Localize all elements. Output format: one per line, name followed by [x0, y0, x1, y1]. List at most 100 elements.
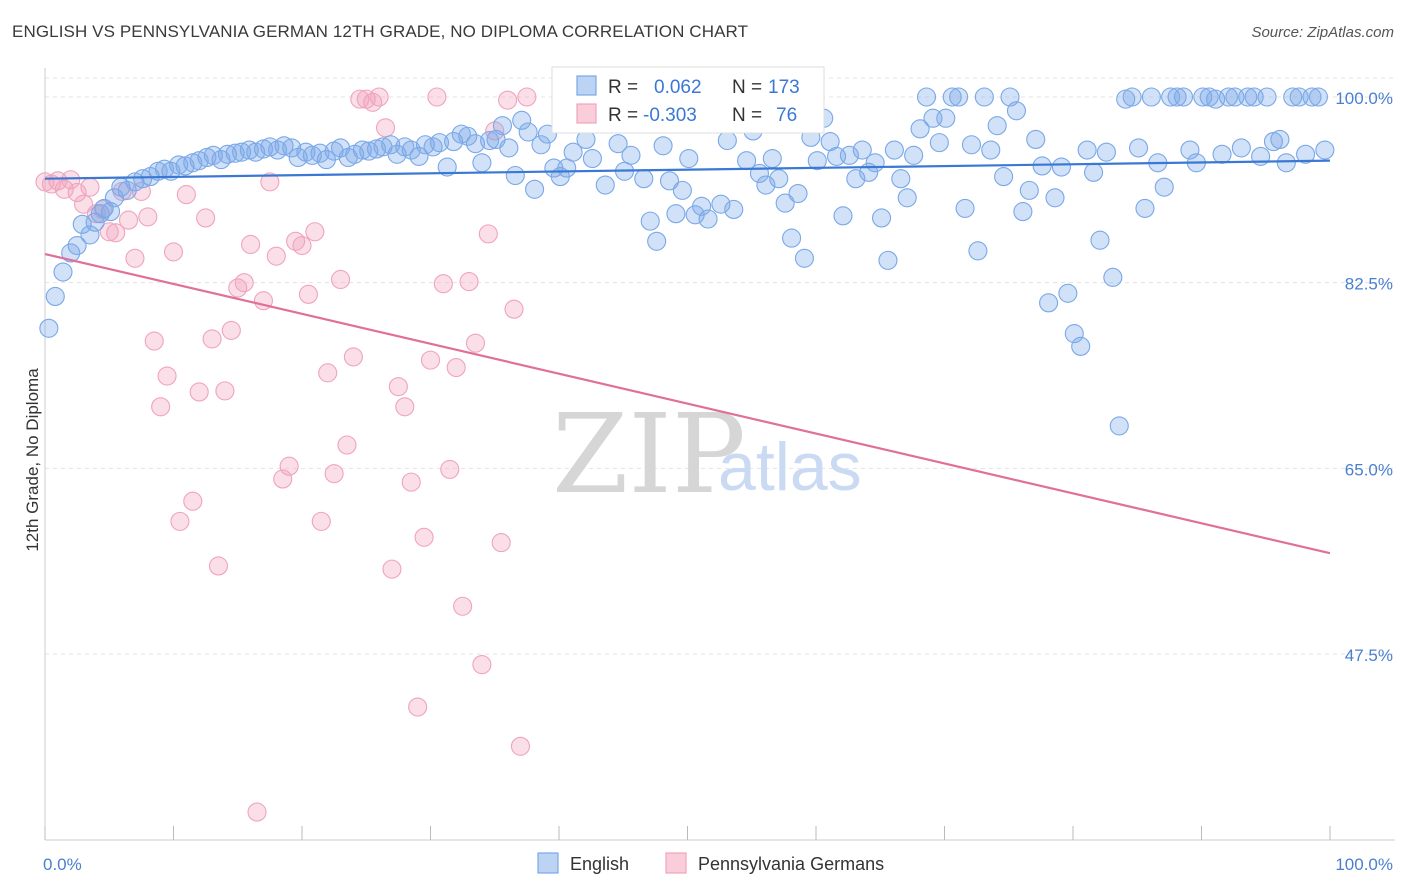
data-point-pennsylvania-germans: [311, 511, 331, 531]
data-point-pennsylvania-germans: [189, 382, 209, 402]
data-point-english: [987, 116, 1007, 136]
data-point-pennsylvania-germans: [382, 559, 402, 579]
data-point-english: [1257, 87, 1277, 107]
data-point-english: [260, 137, 280, 157]
data-point-english: [465, 134, 486, 154]
chart-title: ENGLISH VS PENNSYLVANIA GERMAN 12TH GRAD…: [12, 22, 749, 41]
data-point-english: [45, 286, 65, 307]
data-point-english: [968, 241, 988, 261]
data-point-english: [217, 144, 238, 164]
data-point-english: [647, 231, 667, 251]
data-point-english: [492, 116, 513, 136]
data-point-pennsylvania-germans: [138, 207, 158, 227]
data-point-english: [1039, 293, 1059, 313]
data-point-english: [1276, 153, 1296, 173]
data-point-pennsylvania-germans: [279, 456, 299, 476]
data-point-pennsylvania-germans: [221, 320, 241, 340]
data-point-english: [1154, 177, 1174, 197]
data-point-english: [653, 136, 673, 156]
stats-pa-r-value: -0.303: [643, 105, 697, 126]
y-tick-label: 82.5%: [1345, 275, 1393, 294]
data-point-english: [711, 194, 731, 214]
data-point-pennsylvania-germans: [343, 347, 363, 367]
data-point-pennsylvania-germans: [170, 511, 190, 531]
data-point-pennsylvania-germans: [196, 208, 216, 228]
data-point-english: [67, 235, 87, 256]
data-point-english: [531, 135, 551, 155]
data-point-pennsylvania-germans: [433, 274, 453, 294]
data-point-english: [929, 133, 949, 153]
y-tick-label: 65.0%: [1345, 460, 1393, 479]
data-point-english: [949, 87, 969, 107]
data-point-english: [359, 141, 379, 161]
data-point-english: [1077, 140, 1097, 160]
data-point-english: [1173, 87, 1194, 107]
data-point-english: [1315, 140, 1335, 160]
data-point-english: [1006, 101, 1027, 121]
data-point-pennsylvania-germans: [273, 469, 293, 489]
data-point-english: [955, 198, 975, 218]
data-point-english: [878, 250, 898, 270]
data-point-english: [871, 208, 892, 228]
data-point-english: [782, 228, 802, 248]
data-point-english: [936, 108, 956, 128]
x-tick-label-left: 0.0%: [43, 855, 82, 874]
data-point-english: [505, 165, 525, 186]
data-point-pennsylvania-germans: [54, 179, 74, 199]
data-point-pennsylvania-germans: [234, 273, 254, 293]
data-point-english: [1084, 162, 1104, 182]
data-point-english: [458, 126, 478, 146]
legend-label-english: English: [570, 854, 629, 874]
data-point-pennsylvania-germans: [337, 435, 357, 455]
y-axis-title: 12th Grade, No Diploma: [23, 368, 42, 552]
data-point-english: [1308, 87, 1328, 107]
data-point-pennsylvania-germans: [510, 736, 531, 756]
stats-pa-r-label: R =: [608, 105, 638, 126]
data-point-english: [1283, 87, 1303, 107]
data-point-pennsylvania-germans: [330, 269, 351, 290]
data-point-english: [916, 87, 937, 107]
data-point-english: [381, 135, 401, 155]
data-point-english: [769, 169, 789, 189]
stats-legend-box: [551, 66, 825, 134]
data-point-pennsylvania-germans: [151, 397, 171, 417]
data-point-english: [1238, 87, 1258, 107]
data-point-english: [884, 140, 904, 160]
series-legend: English Pennsylvania Germans: [537, 852, 884, 874]
data-point-pennsylvania-germans: [228, 278, 248, 298]
data-point-pennsylvania-germans: [440, 459, 460, 479]
data-point-pennsylvania-germans: [176, 185, 196, 205]
watermark-atlas: atlas: [718, 429, 862, 505]
y-tick-label: 47.5%: [1345, 646, 1393, 665]
data-point-english: [274, 136, 294, 156]
data-point-pennsylvania-germans: [498, 90, 518, 110]
data-point-english: [904, 145, 924, 165]
data-point-english: [833, 206, 853, 226]
stats-english-n-label: N =: [732, 77, 762, 98]
data-point-english: [1096, 142, 1116, 162]
data-point-english: [1045, 188, 1065, 208]
data-point-english: [1122, 87, 1142, 107]
data-point-english: [1296, 144, 1316, 164]
data-point-english: [621, 145, 641, 165]
data-point-english: [80, 225, 100, 245]
data-point-english: [472, 153, 492, 173]
data-point-english: [415, 135, 435, 155]
data-point-pennsylvania-germans: [350, 89, 370, 109]
data-point-pennsylvania-germans: [241, 234, 261, 255]
data-point-english: [387, 144, 407, 164]
data-point-pennsylvania-germans: [215, 381, 235, 401]
data-point-pennsylvania-germans: [420, 350, 441, 370]
data-point-pennsylvania-germans: [388, 377, 408, 397]
data-point-pennsylvania-germans: [401, 472, 421, 492]
stats-swatch-pa: [576, 103, 597, 124]
data-point-pennsylvania-germans: [183, 491, 203, 511]
data-point-english: [865, 153, 885, 173]
data-point-english: [839, 145, 859, 165]
data-point-english: [409, 146, 429, 166]
data-point-english: [698, 209, 718, 229]
data-point-pennsylvania-germans: [504, 299, 524, 319]
stats-pa-n-value: 76: [776, 105, 797, 126]
stats-swatch-english: [576, 75, 597, 96]
data-point-pennsylvania-germans: [163, 242, 184, 262]
